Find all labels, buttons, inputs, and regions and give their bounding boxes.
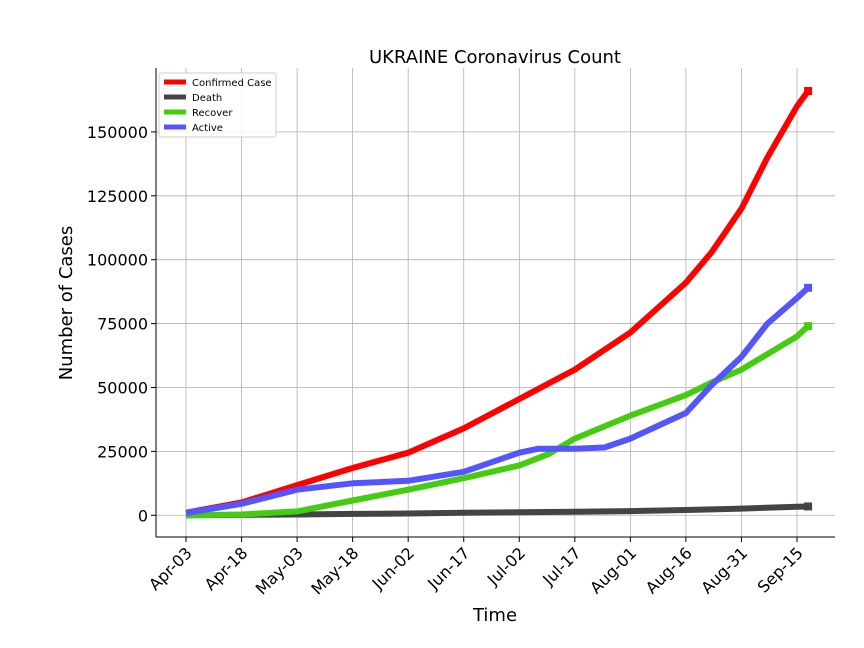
chart-title: UKRAINE Coronavirus Count xyxy=(369,47,621,68)
legend-box xyxy=(158,72,277,138)
x-tick-label: Aug-01 xyxy=(586,543,640,597)
x-tick-label: Jul-02 xyxy=(483,543,529,589)
x-tick-label: May-18 xyxy=(307,543,362,598)
y-axis-label: Number of Cases xyxy=(56,226,77,381)
x-tick-label: Aug-31 xyxy=(697,543,751,597)
y-tick-label: 100000 xyxy=(87,251,148,270)
series-end-marker xyxy=(804,87,813,96)
series-line-death xyxy=(185,503,809,519)
series-end-marker xyxy=(804,283,813,292)
series-line-recover xyxy=(185,323,811,519)
axes xyxy=(155,68,835,538)
x-ticks: Apr-03 Apr-18 May-03 May-18 Jun-02 Jun-17 Jul-… xyxy=(145,537,807,599)
grid xyxy=(156,68,835,537)
y-tick-label: 50000 xyxy=(97,378,148,397)
legend-label: Recover xyxy=(192,108,233,119)
legend-label: Active xyxy=(192,123,223,134)
x-tick-label: Apr-03 xyxy=(145,543,196,594)
series-line-active xyxy=(185,285,811,516)
y-tick-label: 25000 xyxy=(97,442,148,461)
x-tick-label: Jun-02 xyxy=(368,543,418,593)
x-tick-label: Sep-15 xyxy=(754,543,807,596)
legend-label: Death xyxy=(192,93,222,104)
y-ticks: 0 25000 50000 75000 100000 125000 150000 xyxy=(87,123,156,525)
legend: Confirmed Case Death Recover Active xyxy=(158,72,277,138)
series-end-marker xyxy=(804,502,813,511)
y-tick-label: 75000 xyxy=(97,315,148,334)
legend-label: Confirmed Case xyxy=(192,78,272,89)
series-line-confirmed-case xyxy=(185,89,811,516)
x-tick-label: Jun-17 xyxy=(423,543,473,593)
y-tick-label: 150000 xyxy=(87,123,148,142)
series-end-marker xyxy=(804,322,813,331)
x-tick-label: Jul-17 xyxy=(538,543,584,589)
x-tick-label: May-03 xyxy=(252,543,307,598)
x-tick-label: Aug-16 xyxy=(642,543,696,597)
y-tick-label: 125000 xyxy=(87,187,148,206)
series-group xyxy=(185,87,813,519)
x-tick-label: Apr-18 xyxy=(201,543,252,594)
y-tick-label: 0 xyxy=(138,506,148,525)
x-axis-label: Time xyxy=(472,605,517,626)
